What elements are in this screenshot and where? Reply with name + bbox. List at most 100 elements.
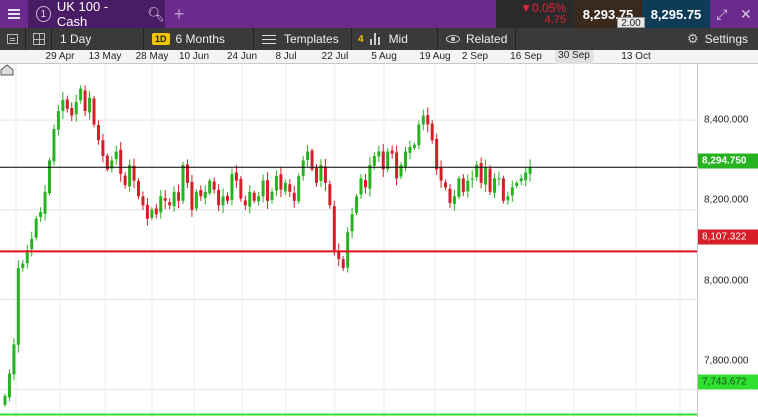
- price-change-box: ▼0.05% 4.75: [496, 0, 574, 28]
- candle-down: [381, 151, 385, 170]
- candle-up: [457, 178, 461, 197]
- chart-toolbar: 1 Day 1D 6 Months Templates 4 Mid Relate…: [0, 28, 758, 50]
- candle-up: [48, 160, 51, 194]
- spread-badge: 2.00: [617, 17, 645, 29]
- candle-down: [154, 208, 158, 215]
- instrument-title: UK 100 - Cash: [56, 0, 109, 29]
- period-label: 1 Day: [60, 32, 92, 46]
- tab-number-badge: 1: [36, 6, 51, 22]
- date-label: 16 Sep: [510, 51, 542, 62]
- eye-icon: [446, 35, 460, 43]
- change-absolute: 4.75: [544, 14, 566, 26]
- candle-up: [399, 164, 403, 177]
- candle-up: [466, 180, 470, 192]
- red-level-tag[interactable]: 8,107.322: [698, 229, 758, 245]
- candle-down: [141, 196, 145, 206]
- period-button[interactable]: 1 Day: [52, 28, 144, 50]
- candle-up: [515, 182, 519, 187]
- candle-up: [88, 97, 92, 113]
- candle-down: [266, 180, 270, 201]
- buy-price-button[interactable]: 8,295.75: [642, 0, 710, 28]
- candle-down: [252, 192, 256, 201]
- candle-down: [96, 125, 100, 141]
- time-cursor-handle[interactable]: [0, 64, 14, 76]
- range-button[interactable]: 1D 6 Months: [144, 28, 254, 50]
- candle-up: [25, 250, 29, 264]
- search-icon[interactable]: 🔍︎: [147, 5, 165, 22]
- candle-down: [70, 107, 74, 116]
- candle-down: [234, 172, 238, 181]
- menu-icon[interactable]: [0, 0, 28, 28]
- candle-up: [16, 268, 20, 345]
- candle-up: [248, 191, 252, 207]
- add-tab-button[interactable]: +: [173, 3, 185, 24]
- candle-down: [212, 181, 216, 190]
- candle-up: [497, 178, 501, 180]
- candle-up: [30, 238, 34, 250]
- candle-down: [145, 204, 149, 219]
- candle-up: [194, 191, 198, 209]
- candle-up: [297, 176, 301, 202]
- candle-up: [39, 212, 43, 217]
- price-tick: 8,200.000: [704, 194, 749, 206]
- candle-down: [243, 200, 247, 206]
- related-button[interactable]: Related: [438, 28, 517, 50]
- indicator-count: 4: [358, 33, 364, 45]
- candle-down: [132, 165, 136, 181]
- range-label: 6 Months: [175, 32, 225, 46]
- candle-down: [395, 152, 399, 179]
- candle-up: [417, 124, 421, 146]
- price-axis: 8,400.000 8,200.000 8,000.000 7,800.000 …: [697, 64, 758, 417]
- price-tick: 8,400.000: [704, 114, 749, 126]
- candle-down: [390, 150, 394, 154]
- candle-up: [274, 176, 278, 191]
- candle-up: [221, 196, 225, 206]
- candle-up: [208, 180, 212, 194]
- candle-down: [315, 168, 318, 183]
- change-percent: ▼0.05%: [520, 1, 566, 15]
- price-tick: 8,000.000: [704, 275, 749, 287]
- candle-down: [488, 168, 492, 192]
- candle-down: [185, 164, 189, 183]
- settings-button[interactable]: ⚙ Settings: [687, 31, 758, 47]
- related-label: Related: [466, 32, 508, 46]
- candle-up: [350, 214, 354, 232]
- candle-down: [341, 259, 345, 269]
- templates-button[interactable]: Templates: [254, 28, 352, 50]
- green-level-tag[interactable]: 7,743.672: [698, 374, 758, 390]
- candle-down: [279, 174, 283, 190]
- expand-icon[interactable]: ⤢: [716, 5, 728, 22]
- candle-down: [105, 155, 109, 170]
- candle-up: [475, 164, 479, 178]
- candle-up: [79, 88, 83, 101]
- candle-up: [301, 160, 305, 177]
- window-controls: ⤢ ✕: [710, 0, 758, 28]
- candle-up: [61, 99, 65, 112]
- price-type-label: Mid: [388, 32, 408, 46]
- date-label: 24 Jun: [226, 51, 258, 62]
- candle-up: [404, 151, 407, 167]
- list-toggle-button[interactable]: [0, 28, 26, 50]
- tab-uk100[interactable]: 1 UK 100 - Cash 🔍︎: [28, 0, 165, 29]
- candle-up: [421, 115, 425, 125]
- candle-up: [270, 191, 274, 200]
- interval-badge: 1D: [152, 33, 170, 45]
- templates-icon: [262, 34, 276, 44]
- candle-up: [34, 218, 38, 238]
- candle-up: [128, 164, 132, 187]
- price-chart[interactable]: 8,400.000 8,200.000 8,000.000 7,800.000 …: [0, 64, 758, 417]
- candle-up: [3, 395, 7, 405]
- grid-icon: [32, 33, 45, 45]
- candle-down: [92, 98, 96, 125]
- date-label: 13 May: [88, 51, 122, 62]
- layout-toggle-button[interactable]: [26, 28, 52, 50]
- candle-up: [412, 144, 416, 148]
- candle-down: [323, 166, 327, 183]
- candle-up: [470, 178, 474, 180]
- candle-down: [101, 140, 105, 156]
- date-label: 19 Aug: [419, 51, 451, 62]
- candlestick-plot[interactable]: [0, 64, 697, 417]
- date-label: 29 Apr: [45, 51, 75, 62]
- close-icon[interactable]: ✕: [740, 5, 752, 22]
- price-type-button[interactable]: 4 Mid: [352, 28, 438, 50]
